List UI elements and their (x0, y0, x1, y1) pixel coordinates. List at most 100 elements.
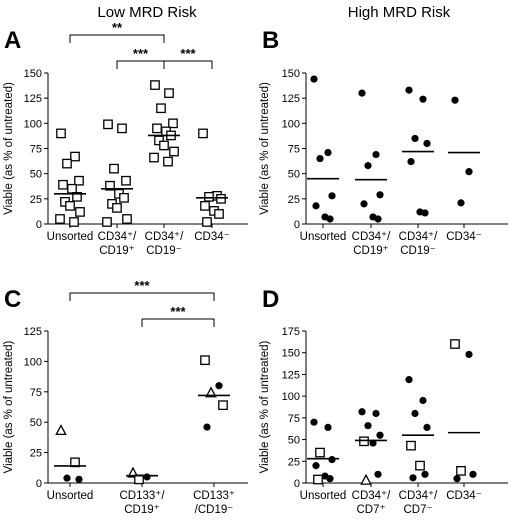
category-label-line2: CD7⁺ (356, 504, 385, 516)
square-marker (55, 214, 65, 224)
panel-b: B 0 25 50 75 100 125 150 Viable (as % of untreat… (259, 27, 508, 257)
panel-letter: C (4, 286, 21, 313)
square-marker (415, 460, 425, 471)
square-marker (164, 88, 174, 98)
circle-marker (405, 86, 413, 94)
category-label-line2: CD19⁺ (353, 245, 388, 257)
category-label-line2: CD19⁻ (400, 245, 435, 257)
category-label: CD34⁻ (446, 490, 481, 502)
circle-marker (326, 215, 334, 223)
square-marker (121, 175, 131, 186)
y-tick-label: 50 (30, 169, 42, 181)
category-label: Unsorted (47, 231, 94, 243)
category-label: CD34⁺/ (145, 231, 184, 243)
circle-marker (407, 157, 415, 166)
y-tick-label: 25 (288, 194, 300, 206)
y-tick-label: 50 (30, 417, 42, 429)
circle-marker (374, 470, 382, 478)
panel-letter: D (262, 286, 279, 313)
square-marker (56, 128, 66, 139)
circle-marker (372, 409, 380, 418)
circle-marker (469, 470, 477, 478)
y-tick-label: 125 (282, 93, 300, 105)
square-marker (67, 183, 77, 194)
significance-label: ** (112, 20, 123, 35)
category-label: CD133⁺/ (119, 490, 165, 502)
square-marker (102, 217, 112, 227)
circle-marker (312, 462, 320, 470)
category-label-line2: CD7⁻ (403, 504, 432, 516)
circle-marker (364, 422, 372, 430)
circle-marker (326, 475, 334, 483)
significance-bracket (163, 60, 213, 69)
panels: A 0 25 50 75 100 125 150 Viable (as % of untreat… (3, 20, 508, 516)
circle-marker (405, 376, 413, 384)
square-marker (169, 146, 179, 157)
square-marker (74, 175, 84, 186)
category-label: Unsorted (300, 231, 347, 243)
square-marker (315, 447, 325, 458)
y-axis-label: Viable (as % of untreated) (259, 82, 271, 215)
significance-bracket (69, 34, 165, 43)
y-tick-label: 100 (24, 118, 42, 130)
category-label-line2: CD19⁺ (99, 245, 134, 257)
square-marker (117, 123, 127, 134)
y-tick-label: 175 (282, 326, 300, 338)
circle-marker (453, 475, 461, 483)
category-label: CD34⁺/ (352, 231, 391, 243)
circle-marker (411, 134, 419, 143)
y-axis-label: Viable (as % of untreated) (259, 340, 271, 473)
y-tick-label: 125 (24, 93, 42, 105)
square-marker (65, 201, 75, 211)
square-marker (69, 217, 79, 227)
circle-marker (465, 350, 473, 359)
category-label-line2: CD19⁺ (124, 504, 159, 516)
circle-marker (419, 396, 427, 405)
circle-marker (358, 408, 366, 416)
circle-marker (409, 474, 417, 482)
circle-marker (457, 199, 465, 207)
square-marker (202, 217, 212, 227)
category-label: CD133⁺ (193, 490, 235, 502)
square-marker (152, 123, 162, 134)
y-tick-label: 25 (30, 194, 42, 206)
y-tick-label: 50 (288, 169, 300, 181)
square-marker (109, 163, 119, 174)
square-marker (70, 151, 80, 162)
circle-marker (364, 162, 372, 170)
square-marker (456, 465, 466, 476)
y-tick-label: 125 (282, 369, 300, 381)
y-axis-label: Viable (as % of untreated) (3, 82, 15, 215)
circle-marker (411, 409, 419, 418)
y-tick-label: 0 (294, 219, 300, 231)
circle-marker (421, 209, 429, 217)
circle-marker (358, 89, 366, 97)
circle-marker (465, 168, 473, 176)
circle-marker (63, 474, 71, 482)
panel-letter: A (4, 27, 21, 54)
y-tick-label: 100 (24, 356, 42, 368)
triangle-marker (55, 424, 67, 436)
y-tick-label: 100 (282, 391, 300, 403)
circle-marker (316, 154, 324, 163)
low-risk-title: Low MRD Risk (97, 4, 197, 21)
circle-marker (203, 423, 211, 431)
significance-bracket (116, 60, 165, 69)
square-marker (406, 440, 416, 451)
square-marker (156, 103, 166, 114)
category-label: Unsorted (300, 490, 347, 502)
y-tick-label: 0 (294, 478, 300, 490)
y-tick-label: 150 (282, 348, 300, 360)
square-marker (58, 179, 68, 190)
circle-marker (312, 202, 320, 210)
square-marker (313, 474, 323, 485)
y-axis-label: Viable (as % of untreated) (3, 340, 15, 473)
category-label: CD34⁺/ (352, 490, 391, 502)
y-tick-label: 150 (24, 68, 42, 80)
square-marker (154, 135, 164, 146)
square-marker (112, 203, 122, 213)
category-label: CD34⁺/ (399, 231, 438, 243)
square-marker (159, 140, 169, 151)
category-label: CD34⁻ (446, 231, 481, 243)
